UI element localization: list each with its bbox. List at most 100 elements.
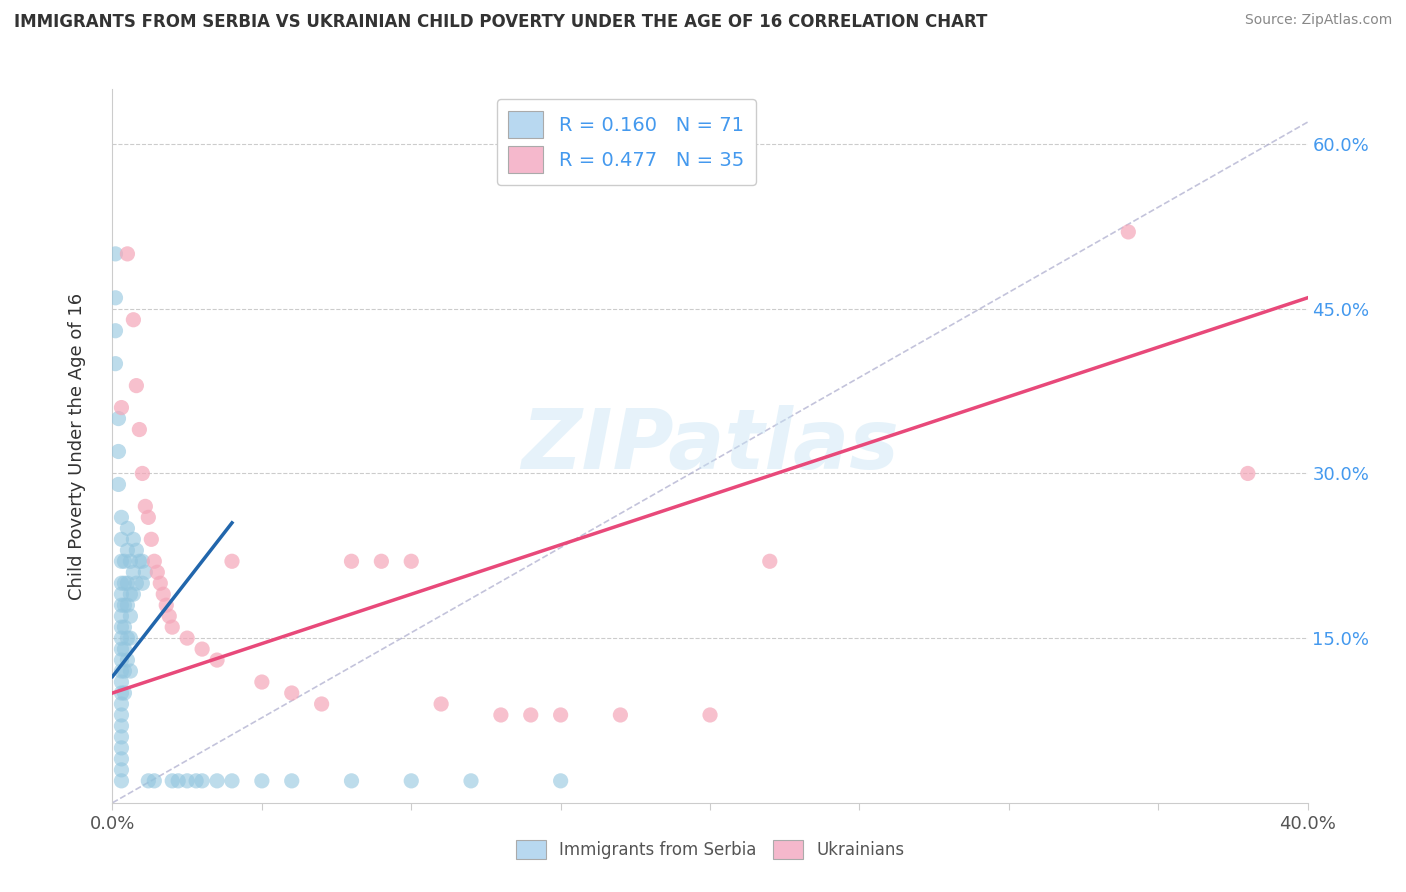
Point [104,291,127,305]
Point [110,631,132,645]
Point [430,697,453,711]
Point [122,533,145,547]
Point [110,510,132,524]
Point [110,598,132,612]
Point [110,620,132,634]
Point [114,664,135,678]
Point [134,500,156,514]
Point [110,773,132,788]
Point [340,554,363,568]
Y-axis label: Child Poverty Under the Age of 16: Child Poverty Under the Age of 16 [67,293,86,599]
Point [120,609,142,624]
Point [110,697,132,711]
Point [110,719,132,733]
Point [176,631,198,645]
Text: IMMIGRANTS FROM SERBIA VS UKRAINIAN CHILD POVERTY UNDER THE AGE OF 16 CORRELATIO: IMMIGRANTS FROM SERBIA VS UKRAINIAN CHIL… [14,13,987,31]
Point [110,730,132,744]
Point [138,510,160,524]
Point [1118,225,1140,239]
Point [110,763,132,777]
Point [401,773,423,788]
Point [699,708,721,723]
Point [125,543,148,558]
Point [114,620,135,634]
Point [120,631,142,645]
Point [117,653,139,667]
Point [191,773,214,788]
Point [114,576,135,591]
Point [110,576,132,591]
Point [104,324,127,338]
Point [110,686,132,700]
Point [120,554,142,568]
Point [152,587,174,601]
Point [110,533,132,547]
Point [120,664,142,678]
Point [122,312,145,326]
Point [340,773,363,788]
Point [149,576,172,591]
Point [110,642,132,657]
Point [191,642,214,657]
Point [110,740,132,755]
Point [131,554,153,568]
Point [110,664,132,678]
Point [401,554,423,568]
Point [134,566,156,580]
Point [104,247,127,261]
Point [167,773,190,788]
Point [114,598,135,612]
Point [143,773,166,788]
Text: Source: ZipAtlas.com: Source: ZipAtlas.com [1244,13,1392,28]
Point [128,423,150,437]
Point [520,708,543,723]
Legend: Immigrants from Serbia, Ukrainians: Immigrants from Serbia, Ukrainians [509,833,911,866]
Point [162,773,183,788]
Point [117,543,139,558]
Point [205,773,228,788]
Point [122,566,145,580]
Point [176,773,198,788]
Point [117,247,139,261]
Point [143,554,166,568]
Point [110,587,132,601]
Point [311,697,333,711]
Point [110,708,132,723]
Point [110,675,132,690]
Point [122,587,145,601]
Point [131,467,153,481]
Point [125,378,148,392]
Point [550,708,572,723]
Point [157,609,180,624]
Point [138,773,160,788]
Point [117,631,139,645]
Point [250,773,273,788]
Point [550,773,572,788]
Point [120,587,142,601]
Point [107,444,129,458]
Point [162,620,183,634]
Point [110,653,132,667]
Point [110,401,132,415]
Point [221,554,243,568]
Point [250,675,273,690]
Point [759,554,782,568]
Point [489,708,512,723]
Point [107,411,129,425]
Point [131,576,153,591]
Point [281,773,304,788]
Point [107,477,129,491]
Point [205,653,228,667]
Point [117,598,139,612]
Point [110,752,132,766]
Point [1237,467,1260,481]
Point [110,609,132,624]
Point [104,357,127,371]
Point [128,554,150,568]
Point [370,554,392,568]
Point [146,566,169,580]
Point [114,554,135,568]
Point [281,686,304,700]
Point [186,773,208,788]
Point [114,642,135,657]
